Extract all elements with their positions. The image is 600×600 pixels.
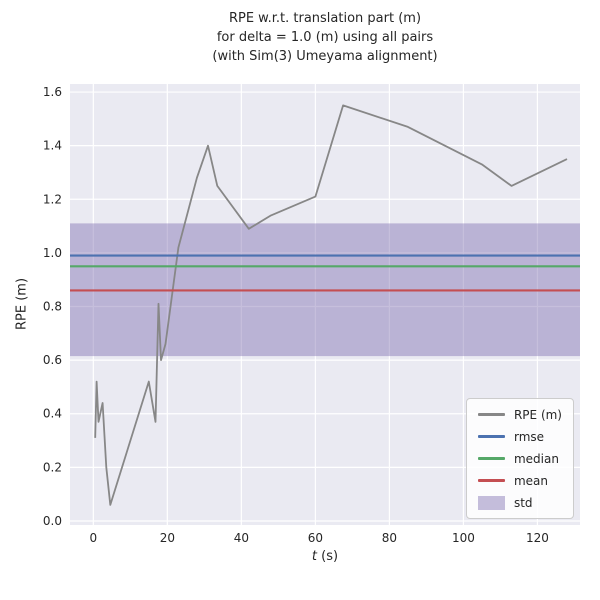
legend-label-rmse: rmse xyxy=(513,429,545,444)
legend-patch-swatch-std xyxy=(477,495,505,510)
chart-title-line3: (with Sim(3) Umeyama alignment) xyxy=(212,49,438,64)
y-tick-label: 0.0 xyxy=(43,514,62,528)
x-tick-label: 0 xyxy=(89,531,97,545)
legend-line-swatch-rpe xyxy=(477,413,505,416)
y-tick-label: 0.2 xyxy=(43,460,62,474)
x-axis-label: t (s) xyxy=(70,549,580,564)
chart-title-line2: for delta = 1.0 (m) using all pairs xyxy=(216,30,434,45)
y-tick-label: 1.4 xyxy=(43,139,62,153)
legend-item-std: std xyxy=(477,495,562,510)
x-tick-label: 20 xyxy=(160,531,175,545)
x-axis-label-unit: (s) xyxy=(317,549,339,564)
y-tick-label: 1.2 xyxy=(43,192,62,206)
y-tick-label: 1.6 xyxy=(43,85,62,99)
chart-title: RPE w.r.t. translation part (m) for delt… xyxy=(70,9,580,66)
x-tick-label: 40 xyxy=(234,531,249,545)
legend-label-std: std xyxy=(513,495,533,510)
x-tick-label: 120 xyxy=(526,531,549,545)
x-tick-label: 60 xyxy=(308,531,323,545)
legend: RPE (m) rmse median mean std xyxy=(465,398,574,519)
legend-item-median: median xyxy=(477,451,562,466)
y-tick-label: 0.8 xyxy=(43,300,62,314)
y-tick-label: 1.0 xyxy=(43,246,62,260)
x-tick-label: 80 xyxy=(382,531,397,545)
legend-item-rmse: rmse xyxy=(477,429,562,444)
legend-line-swatch-rmse xyxy=(477,435,505,438)
chart-title-line1: RPE w.r.t. translation part (m) xyxy=(228,11,422,26)
legend-item-rpe: RPE (m) xyxy=(477,407,562,422)
legend-line-swatch-median xyxy=(477,457,505,460)
legend-item-mean: mean xyxy=(477,473,562,488)
x-axis-label-variable: t xyxy=(311,549,318,564)
legend-label-rpe: RPE (m) xyxy=(513,407,562,422)
y-axis-label: RPE (m) xyxy=(14,277,30,331)
y-tick-label: 0.6 xyxy=(43,353,62,367)
y-tick-label: 0.4 xyxy=(43,407,62,421)
x-tick-label: 100 xyxy=(452,531,475,545)
legend-line-swatch-mean xyxy=(477,479,505,482)
legend-label-median: median xyxy=(513,451,559,466)
series-line-rpe-m xyxy=(94,104,568,506)
legend-label-mean: mean xyxy=(513,473,548,488)
